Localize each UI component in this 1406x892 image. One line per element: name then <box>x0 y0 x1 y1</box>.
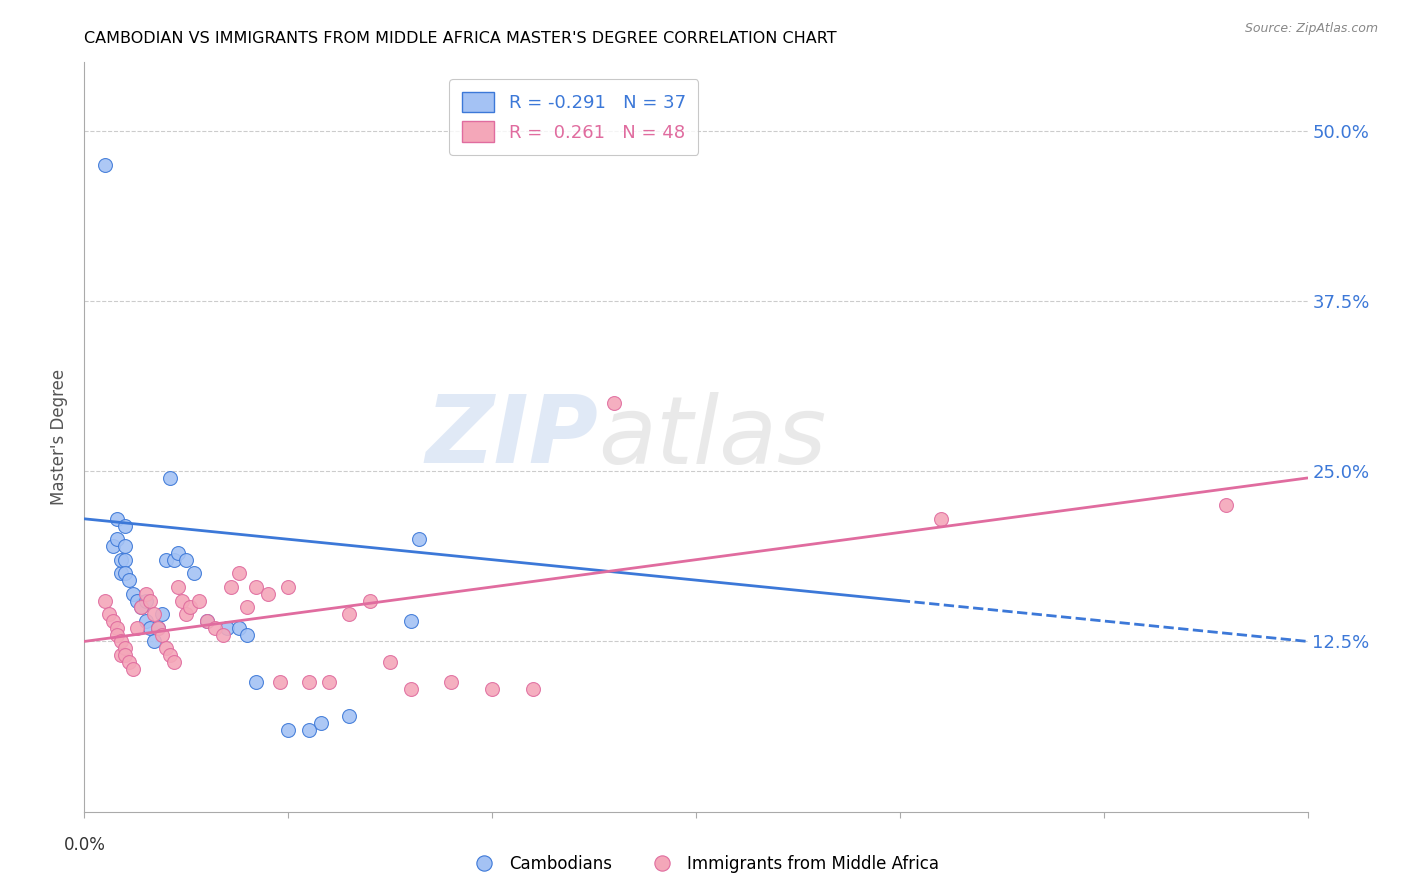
Point <box>114 539 136 553</box>
Point <box>138 593 160 607</box>
Point <box>110 648 132 662</box>
Point <box>399 614 422 628</box>
Point <box>122 587 145 601</box>
Point <box>339 709 361 723</box>
Point <box>138 621 160 635</box>
Point <box>150 627 173 641</box>
Point <box>114 518 136 533</box>
Point <box>150 607 173 622</box>
Point <box>380 655 402 669</box>
Point <box>195 614 218 628</box>
Point <box>105 627 128 641</box>
Point <box>298 675 321 690</box>
Point <box>167 580 190 594</box>
Point <box>522 682 544 697</box>
Point <box>131 600 153 615</box>
Point <box>183 566 205 581</box>
Text: ZIP: ZIP <box>425 391 598 483</box>
Point <box>146 621 169 635</box>
Point <box>298 723 321 737</box>
Text: 0.0%: 0.0% <box>63 837 105 855</box>
Point <box>217 621 239 635</box>
Point <box>277 723 299 737</box>
Point <box>110 566 132 581</box>
Legend: Cambodians, Immigrants from Middle Africa: Cambodians, Immigrants from Middle Afric… <box>461 848 945 880</box>
Point <box>163 655 186 669</box>
Point <box>135 614 157 628</box>
Point <box>118 573 141 587</box>
Point <box>135 593 157 607</box>
Point <box>929 512 952 526</box>
Point <box>1215 498 1237 512</box>
Point <box>110 634 132 648</box>
Point <box>179 600 201 615</box>
Text: Source: ZipAtlas.com: Source: ZipAtlas.com <box>1244 22 1378 36</box>
Text: CAMBODIAN VS IMMIGRANTS FROM MIDDLE AFRICA MASTER'S DEGREE CORRELATION CHART: CAMBODIAN VS IMMIGRANTS FROM MIDDLE AFRI… <box>84 31 837 46</box>
Point <box>212 627 235 641</box>
Point <box>318 675 340 690</box>
Point <box>155 641 177 656</box>
Point <box>93 158 117 172</box>
Point <box>187 593 209 607</box>
Point <box>163 552 186 566</box>
Point <box>309 716 332 731</box>
Point <box>245 675 267 690</box>
Point <box>277 580 299 594</box>
Point <box>105 621 128 635</box>
Point <box>146 621 169 635</box>
Point <box>408 533 430 547</box>
Point <box>118 655 141 669</box>
Point <box>114 552 136 566</box>
Point <box>359 593 381 607</box>
Point <box>127 593 149 607</box>
Point <box>105 533 128 547</box>
Point <box>257 587 280 601</box>
Point <box>245 580 267 594</box>
Point <box>228 621 250 635</box>
Point <box>127 621 149 635</box>
Point <box>159 471 181 485</box>
Point <box>269 675 291 690</box>
Point <box>176 552 198 566</box>
Point <box>236 600 259 615</box>
Point <box>228 566 250 581</box>
Point <box>339 607 361 622</box>
Point <box>399 682 422 697</box>
Point <box>236 627 259 641</box>
Point <box>481 682 503 697</box>
Legend: R = -0.291   N = 37, R =  0.261   N = 48: R = -0.291 N = 37, R = 0.261 N = 48 <box>449 79 699 155</box>
Point <box>131 600 153 615</box>
Point <box>176 607 198 622</box>
Point <box>204 621 226 635</box>
Point <box>93 593 117 607</box>
Point <box>114 566 136 581</box>
Point <box>195 614 218 628</box>
Point <box>155 552 177 566</box>
Point <box>135 587 157 601</box>
Point <box>101 614 124 628</box>
Point <box>101 539 124 553</box>
Point <box>122 662 145 676</box>
Point <box>97 607 120 622</box>
Point <box>603 396 626 410</box>
Point <box>159 648 181 662</box>
Point <box>219 580 242 594</box>
Point <box>114 648 136 662</box>
Point <box>167 546 190 560</box>
Point <box>172 593 194 607</box>
Point <box>440 675 463 690</box>
Point <box>105 512 128 526</box>
Text: atlas: atlas <box>598 392 827 483</box>
Point <box>142 634 165 648</box>
Point <box>110 552 132 566</box>
Point <box>114 641 136 656</box>
Y-axis label: Master's Degree: Master's Degree <box>51 369 69 505</box>
Point <box>142 607 165 622</box>
